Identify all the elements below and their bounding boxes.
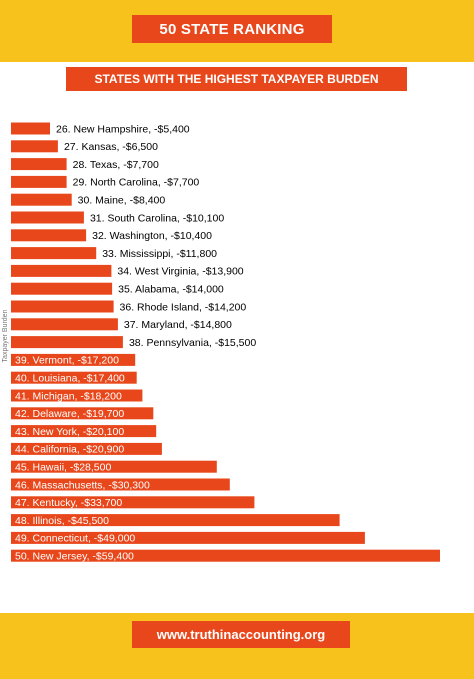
bar-label: 42. Delaware, -$19,700: [15, 408, 124, 420]
bar: [11, 264, 112, 277]
bar: [11, 247, 97, 260]
bar: [11, 229, 87, 242]
bar-label: 45. Hawaii, -$28,500: [15, 462, 111, 474]
bar-label: 46. Massachusetts, -$30,300: [15, 479, 150, 491]
bar: [11, 514, 340, 527]
chart-title: STATES WITH THE HIGHEST TAXPAYER BURDEN: [66, 67, 407, 91]
bar-label: 34. West Virginia, -$13,900: [117, 266, 243, 278]
bar: [11, 549, 440, 562]
bar: [11, 442, 162, 455]
bar: [11, 211, 84, 224]
bar: [11, 496, 255, 509]
bar-label: 40. Louisiana, -$17,400: [15, 373, 125, 385]
bar-label: 39. Vermont, -$17,200: [15, 355, 119, 367]
bar-label: 37. Maryland, -$14,800: [124, 319, 232, 331]
bar: [11, 282, 113, 295]
bar-label: 36. Rhode Island, -$14,200: [120, 301, 247, 313]
bar-label: 38. Pennsylvania, -$15,500: [129, 337, 256, 349]
bar-label: 48. Illinois, -$45,500: [15, 515, 109, 527]
bar-label: 32. Washington, -$10,400: [92, 230, 212, 242]
bar-label: 41. Michigan, -$18,200: [15, 390, 122, 402]
page-title: 50 STATE RANKING: [132, 15, 332, 43]
bar: [11, 531, 365, 544]
bar-label: 44. California, -$20,900: [15, 444, 124, 456]
bar: [11, 407, 154, 420]
bar-label: 49. Connecticut, -$49,000: [15, 533, 135, 545]
bar-label: 50. New Jersey, -$59,400: [15, 551, 134, 563]
bar: [11, 175, 67, 188]
bar: [11, 371, 137, 384]
bar-label: 29. North Carolina, -$7,700: [73, 177, 200, 189]
y-axis-label: Taxpayer Burden: [2, 309, 9, 362]
bar-label: 28. Texas, -$7,700: [73, 159, 159, 171]
bar-label: 26. New Hampshire, -$5,400: [56, 123, 190, 135]
bar: [11, 158, 67, 171]
bar: [11, 353, 136, 366]
bar: [11, 318, 118, 331]
bar: [11, 389, 143, 402]
bar-label: 43. New York, -$20,100: [15, 426, 124, 438]
bar-label: 30. Maine, -$8,400: [78, 195, 166, 207]
bar-label: 47. Kentucky, -$33,700: [15, 497, 122, 509]
bar: [11, 336, 123, 349]
bar: [11, 300, 114, 313]
bar: [11, 460, 217, 473]
bar: [11, 122, 50, 135]
bar: [11, 478, 230, 491]
bar-label: 31. South Carolina, -$10,100: [90, 212, 224, 224]
bar-label: 35. Alabama, -$14,000: [118, 284, 224, 296]
bar-label: 27. Kansas, -$6,500: [64, 141, 158, 153]
bar: [11, 193, 72, 206]
bar-label: 33. Mississippi, -$11,800: [102, 248, 217, 260]
footer-url-link[interactable]: www.truthinaccounting.org: [132, 621, 350, 648]
bar: [11, 425, 157, 438]
bar: [11, 140, 58, 153]
